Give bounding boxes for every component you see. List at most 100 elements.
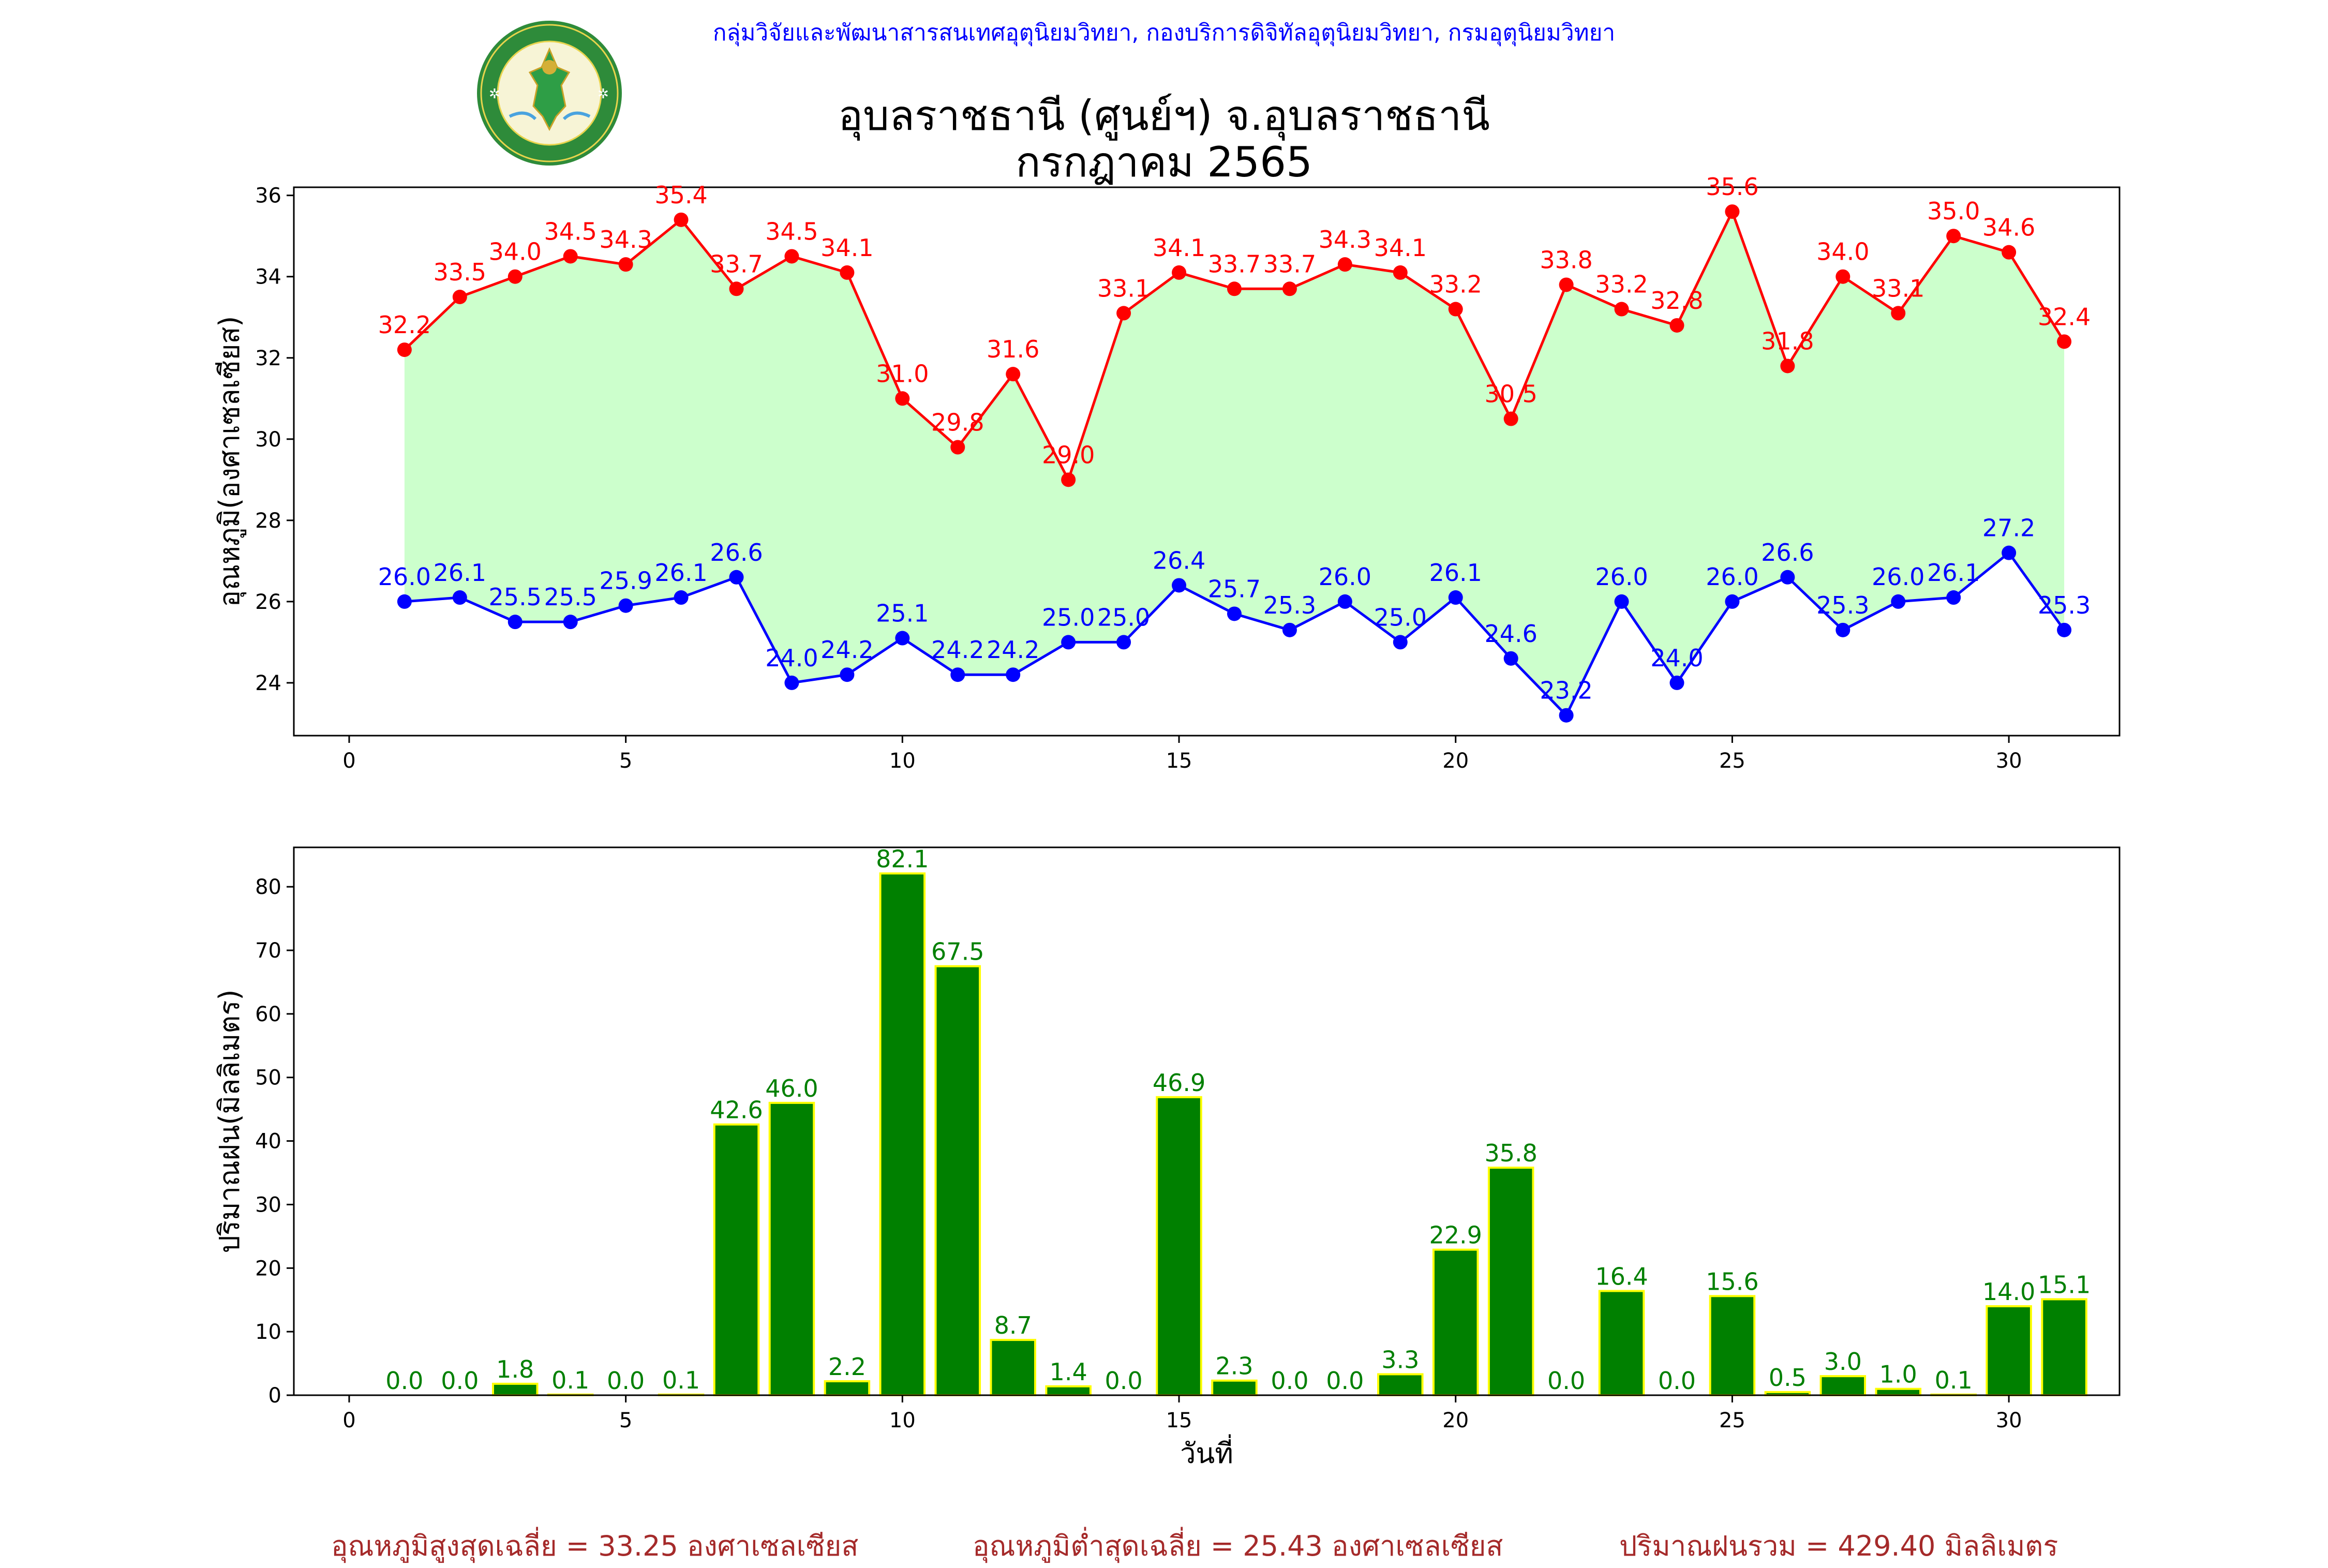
temp-x-tick-label: 25 [1719,749,1745,773]
rain-bar [1211,1379,1258,1397]
max-temp-point [1891,306,1906,321]
temp-y-tick-label: 30 [255,428,281,452]
min-temp-data-label: 26.0 [1872,563,1924,591]
temp-x-tick-label: 15 [1166,749,1192,773]
max-temp-point [1448,302,1463,317]
max-temp-data-label: 30.5 [1484,380,1537,408]
rain-y-tick-label: 50 [255,1066,281,1090]
rain-data-label: 1.0 [1879,1361,1917,1388]
max-temp-data-label: 31.6 [987,335,1039,363]
min-temp-data-label: 23.2 [1540,677,1592,705]
max-temp-point [397,342,412,357]
min-temp-data-label: 25.7 [1208,575,1261,603]
min-temp-point [1006,667,1021,682]
min-temp-point [1393,635,1408,650]
summary-footer: อุณหภูมิสูงสุดเฉลี่ย = 33.25 องศาเซลเซีย… [0,1524,2328,1562]
max-temp-data-label: 33.7 [1263,250,1316,278]
rain-bar [1377,1373,1424,1397]
max-temp-point [618,257,633,272]
rain-y-tick-label: 30 [255,1193,281,1217]
rain-data-label: 46.0 [765,1074,818,1102]
rain-data-label: 0.0 [1326,1367,1364,1395]
rain-bar [990,1339,1036,1397]
rain-bar [879,872,926,1397]
min-temp-point [950,667,965,682]
temp-y-tick-label: 36 [255,184,281,208]
max-temp-data-label: 33.1 [1097,274,1150,302]
max-temp-point [1061,472,1076,487]
max-temp-point [1337,257,1352,272]
max-temp-data-label: 34.0 [489,238,542,266]
rain-data-label: 0.0 [607,1367,645,1395]
max-temp-data-label: 31.8 [1761,327,1814,355]
min-temp-data-label: 26.6 [1761,539,1814,566]
max-temp-data-label: 32.8 [1650,287,1703,315]
max-temp-point [1172,265,1187,280]
min-temp-data-label: 24.2 [931,636,984,664]
rain-data-label: 0.0 [1271,1367,1308,1395]
max-temp-point [1116,306,1131,321]
temperature-chart: 24 26 28 30 32 34 36 0 5 10 15 20 25 30 อุณหภูมิ(องศาเ… [213,173,2121,773]
temp-x-tick-label: 5 [619,749,632,773]
min-temp-data-label: 26.0 [1706,563,1758,591]
max-temp-data-label: 33.5 [434,258,486,286]
temp-y-axis-label: อุณหภูมิ(องศาเซลเซียส) [213,316,247,607]
min-temp-point [840,667,855,682]
max-temp-data-label: 31.0 [876,360,929,387]
max-temp-point [1282,281,1297,296]
min-temp-data-label: 25.5 [489,583,542,611]
rain-x-axis-label: วันที่ [1180,1434,1233,1470]
min-temp-point [1614,594,1629,609]
rain-y-tick-label: 70 [255,939,281,963]
rain-data-label: 0.0 [1658,1367,1696,1395]
rain-data-label: 0.0 [385,1367,423,1395]
min-temp-data-label: 26.0 [1595,563,1648,591]
rain-data-label: 15.6 [1706,1267,1758,1295]
rain-plot-frame [293,846,2121,1396]
min-temp-point [1946,590,1961,605]
logo-clouds [509,111,591,121]
min-temp-point [1503,651,1518,666]
max-temp-data-label: 33.7 [1208,250,1261,278]
temp-x-tick-label: 0 [342,749,355,773]
max-temp-point [1725,204,1740,219]
max-temp-data-label: 35.6 [1706,173,1758,201]
max-temp-point [1946,229,1961,244]
min-temp-data-label: 25.1 [876,600,929,628]
max-temp-data-label: 34.1 [1374,234,1427,262]
max-temp-point [1835,269,1851,284]
max-temp-point [1780,359,1795,374]
min-temp-data-label: 24.0 [765,644,818,672]
max-temp-data-label: 33.2 [1429,271,1482,298]
rain-x-tick-label: 15 [1166,1409,1192,1432]
rain-bar [1598,1290,1645,1397]
min-temp-point [397,594,412,609]
chart-title-month: กรกฎาคม 2565 [1016,138,1312,186]
max-temp-point [1006,367,1021,382]
rain-data-label: 1.4 [1050,1358,1087,1386]
rain-bar [713,1123,760,1396]
rain-data-label: 0.0 [1547,1367,1585,1395]
max-temp-data-label: 35.4 [654,181,707,209]
max-temp-point [508,269,523,284]
rain-data-label: 2.3 [1215,1352,1253,1380]
min-temp-data-label: 26.1 [654,559,707,587]
rain-bar [1156,1096,1202,1396]
max-temp-data-label: 34.6 [1982,214,2035,242]
temp-x-tick-label: 30 [1996,749,2022,773]
min-temp-point [674,590,689,605]
rain-data-label: 0.1 [662,1366,700,1394]
rain-y-tick-label: 0 [268,1384,281,1408]
rain-data-label: 0.1 [551,1366,589,1394]
min-temp-data-label: 24.6 [1484,620,1537,648]
min-temp-point [508,615,523,630]
max-temp-data-label: 34.5 [544,217,596,245]
temp-range-fill [404,212,2065,715]
min-temp-data-label: 26.1 [434,559,486,587]
rain-data-label: 22.9 [1429,1221,1482,1249]
max-temp-data-label: 33.2 [1595,271,1648,298]
max-temp-data-label: 34.1 [1153,234,1205,262]
min-temp-point [1061,635,1076,650]
rain-data-label: 8.7 [994,1311,1032,1339]
